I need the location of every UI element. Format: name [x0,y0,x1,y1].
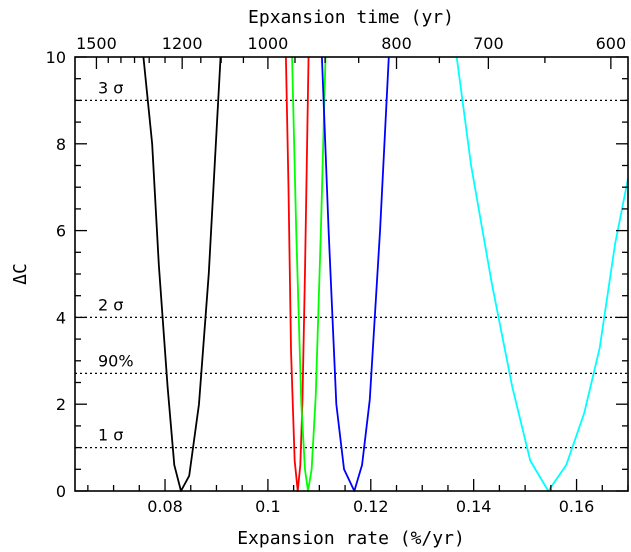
top-tick-label: 600 [596,34,627,53]
y-tick-label: 2 [56,395,66,414]
reference-line-label: 3 σ [98,78,123,97]
series-line [142,56,222,492]
top-tick-label: 1000 [248,34,289,53]
top-axis-title: Epxansion time (yr) [248,7,454,28]
series-line [291,56,327,492]
y-tick-label: 0 [56,482,66,501]
reference-line-label: 90% [98,351,134,370]
plot-frame [74,56,629,492]
y-axis-title: ΔC [10,263,31,285]
series-line [455,56,629,492]
y-tick-label: 10 [46,48,66,67]
reference-line-label: 1 σ [98,426,123,445]
top-tick-label: 1500 [76,34,117,53]
x-tick-label: 0.1 [255,497,280,516]
x-tick-label: 0.14 [456,497,492,516]
top-tick-label: 800 [381,34,412,53]
top-tick-label: 1200 [162,34,203,53]
x-tick-label: 0.08 [147,497,183,516]
x-tick-label: 0.12 [353,497,389,516]
y-tick-label: 8 [56,135,66,154]
top-tick-label: 700 [473,34,504,53]
y-tick-label: 4 [56,308,66,327]
series-line [321,56,390,492]
y-tick-label: 6 [56,222,66,241]
x-tick-label: 0.16 [559,497,595,516]
reference-line-label: 2 σ [98,295,123,314]
x-axis-title: Expansion rate (%/yr) [237,528,465,549]
plot-area: 3 σ 2 σ 90% 1 σ 0.08 0.1 0.12 0.14 0.16 0 2 4 6 8 10 15… [46,34,629,516]
